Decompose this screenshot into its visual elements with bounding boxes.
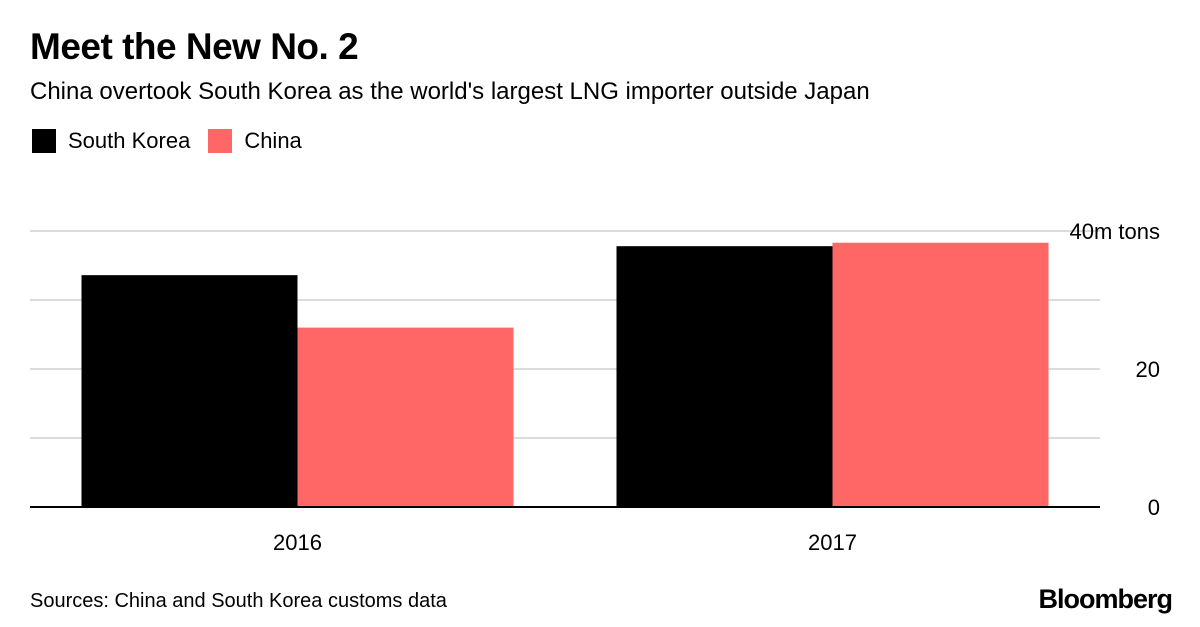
y-tick-label: 40m tons xyxy=(1070,219,1161,244)
bar-south-korea-2017 xyxy=(616,246,833,507)
axes: 0 20 40m tons 2016 2017 xyxy=(30,219,1160,555)
x-tick-label: 2017 xyxy=(808,530,857,555)
legend-label-south-korea: South Korea xyxy=(68,128,191,153)
x-tick-label: 2016 xyxy=(273,530,322,555)
chart-subtitle: China overtook South Korea as the world'… xyxy=(30,78,870,105)
legend-item-south-korea: South Korea xyxy=(32,128,190,154)
bar-china-2016 xyxy=(297,327,514,507)
bar-china-2017 xyxy=(832,242,1049,508)
bars xyxy=(81,242,1049,508)
legend-item-china: China xyxy=(208,128,302,154)
chart-title: Meet the New No. 2 xyxy=(30,26,359,67)
source-note: Sources: China and South Korea customs d… xyxy=(30,590,447,612)
bar-south-korea-2016 xyxy=(81,275,298,507)
y-tick-label: 0 xyxy=(1148,495,1160,520)
legend-swatch-china xyxy=(208,129,233,153)
legend-swatch-south-korea xyxy=(32,129,56,153)
y-tick-label: 20 xyxy=(1136,357,1160,382)
legend: South Korea China xyxy=(32,128,320,154)
legend-label-china: China xyxy=(244,128,302,153)
bloomberg-logo: Bloomberg xyxy=(1038,584,1173,614)
